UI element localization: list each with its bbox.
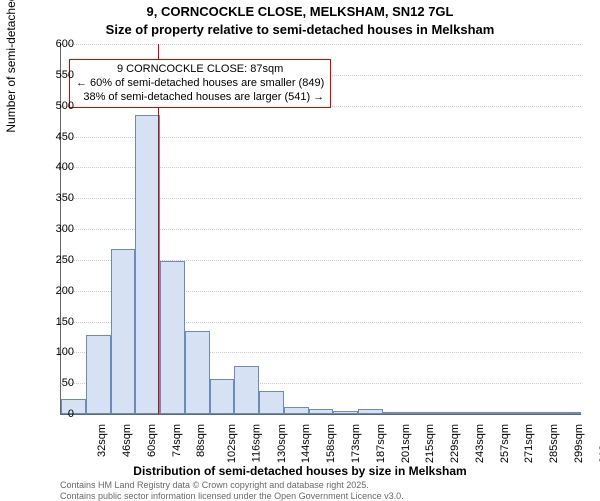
x-tick-label: 201sqm [400,424,412,463]
histogram-bar [86,335,111,414]
x-tick-label: 88sqm [195,424,207,457]
x-tick-label: 257sqm [499,424,511,463]
histogram-bar [482,412,507,414]
histogram-bar [210,379,235,414]
histogram-bar [234,366,259,414]
histogram-bar [309,409,334,414]
y-tick-label: 250 [34,254,74,266]
y-tick-label: 100 [34,346,74,358]
histogram-bar [531,412,556,414]
y-axis-label: Number of semi-detached properties [4,0,18,133]
x-tick-label: 243sqm [474,424,486,463]
histogram-bar [111,249,136,414]
y-tick-label: 450 [34,131,74,143]
x-tick-label: 215sqm [424,424,436,463]
x-tick-label: 271sqm [523,424,535,463]
x-tick-label: 229sqm [449,424,461,463]
y-tick-label: 0 [34,408,74,420]
annotation-box: 9 CORNCOCKLE CLOSE: 87sqm← 60% of semi-d… [69,59,331,108]
y-tick-label: 500 [34,100,74,112]
x-tick-label: 116sqm [250,424,262,462]
x-axis-label: Distribution of semi-detached houses by … [0,464,600,478]
chart-title-line1: 9, CORNCOCKLE CLOSE, MELKSHAM, SN12 7GL [0,4,600,19]
histogram-bar [135,115,160,414]
credit-line-1: Contains HM Land Registry data © Crown c… [60,480,369,490]
x-tick-label: 32sqm [96,424,108,457]
x-tick-label: 46sqm [121,424,133,457]
x-tick-label: 102sqm [226,424,238,463]
annotation-line: 9 CORNCOCKLE CLOSE: 87sqm [76,63,324,77]
y-tick-label: 150 [34,316,74,328]
x-tick-label: 130sqm [276,424,288,463]
x-tick-label: 144sqm [301,424,313,463]
histogram-bar [556,412,581,414]
annotation-line: ← 60% of semi-detached houses are smalle… [76,77,324,91]
histogram-bar [408,412,433,414]
histogram-bar [358,409,383,414]
x-tick-label: 173sqm [350,424,362,463]
x-tick-label: 299sqm [573,424,585,463]
histogram-bar [160,261,185,414]
x-tick-label: 285sqm [548,424,560,463]
y-tick-label: 350 [34,192,74,204]
histogram-bar [507,412,532,414]
histogram-bar [457,412,482,414]
x-tick-label: 74sqm [171,424,183,457]
x-tick-label: 158sqm [325,424,337,463]
y-tick-label: 200 [34,285,74,297]
y-tick-label: 300 [34,223,74,235]
histogram-bar [259,391,284,414]
y-tick-label: 600 [34,38,74,50]
y-tick-label: 550 [34,69,74,81]
x-tick-label: 60sqm [146,424,158,457]
x-tick-label: 187sqm [375,424,387,463]
histogram-bar [383,412,408,414]
annotation-line: 38% of semi-detached houses are larger (… [76,91,324,105]
histogram-bar [432,412,457,414]
y-tick-label: 400 [34,161,74,173]
chart-title-line2: Size of property relative to semi-detach… [0,22,600,37]
histogram-bar [284,407,309,414]
histogram-bar [333,411,358,414]
chart-container: 9, CORNCOCKLE CLOSE, MELKSHAM, SN12 7GL … [0,0,600,500]
histogram-bar [185,331,210,414]
y-tick-label: 50 [34,377,74,389]
gridline [61,44,581,45]
plot-area: 9 CORNCOCKLE CLOSE: 87sqm← 60% of semi-d… [60,44,581,415]
